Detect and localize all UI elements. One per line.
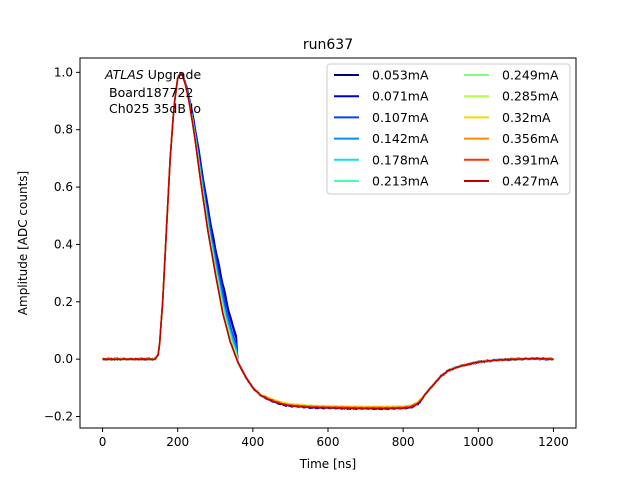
x-tick-label: 0 bbox=[99, 435, 107, 449]
legend-label: 0.142mA bbox=[372, 131, 429, 146]
annotation-block: ATLAS Upgrade Board187722 Ch025 35dB lo bbox=[104, 67, 201, 116]
series-layer bbox=[102, 71, 555, 411]
y-tick-label: −0.2 bbox=[44, 410, 73, 424]
legend-label: 0.285mA bbox=[502, 89, 559, 104]
x-axis-ticks: 0 200 400 600 800 1000 1200 bbox=[99, 428, 569, 449]
x-tick-label: 200 bbox=[166, 435, 189, 449]
x-tick-label: 400 bbox=[241, 435, 264, 449]
legend-label: 0.213mA bbox=[372, 174, 429, 189]
x-tick-label: 800 bbox=[392, 435, 415, 449]
y-tick-label: 0.6 bbox=[54, 180, 73, 194]
series-line bbox=[102, 72, 554, 410]
y-axis-label: Amplitude [ADC counts] bbox=[16, 171, 30, 315]
legend-label: 0.249mA bbox=[502, 68, 559, 83]
x-tick-label: 1000 bbox=[463, 435, 494, 449]
legend-box bbox=[326, 63, 571, 195]
legend: 0.053mA 0.071mA 0.107mA 0.142mA 0.178mA 0.213… bbox=[326, 63, 571, 195]
legend-label: 0.427mA bbox=[502, 174, 559, 189]
y-tick-label: 0.0 bbox=[54, 352, 73, 366]
annotation-line-2: Board187722 bbox=[109, 85, 193, 100]
legend-label: 0.391mA bbox=[502, 152, 559, 167]
y-tick-label: 0.8 bbox=[54, 123, 73, 137]
legend-label: 0.178mA bbox=[372, 152, 429, 167]
x-axis-label: Time [ns] bbox=[299, 457, 356, 471]
chart-title: run637 bbox=[303, 37, 353, 53]
legend-label: 0.107mA bbox=[372, 110, 429, 125]
y-tick-label: 0.4 bbox=[54, 237, 73, 251]
x-tick-label: 600 bbox=[317, 435, 340, 449]
y-tick-label: 0.2 bbox=[54, 295, 73, 309]
legend-items: 0.053mA 0.071mA 0.107mA 0.142mA 0.178mA 0.213… bbox=[334, 68, 559, 189]
y-tick-label: 1.0 bbox=[54, 65, 73, 79]
annotation-line-1: ATLAS Upgrade bbox=[104, 67, 201, 82]
annotation-line-3: Ch025 35dB lo bbox=[109, 101, 201, 116]
legend-label: 0.053mA bbox=[372, 68, 429, 83]
y-axis-ticks: −0.2 0.0 0.2 0.4 0.6 0.8 1.0 bbox=[44, 65, 80, 424]
annotation-atlas: ATLAS bbox=[104, 67, 144, 82]
annotation-upgrade: Upgrade bbox=[144, 67, 202, 82]
legend-label: 0.32mA bbox=[502, 110, 551, 125]
x-tick-label: 1200 bbox=[538, 435, 569, 449]
legend-label: 0.071mA bbox=[372, 89, 429, 104]
legend-label: 0.356mA bbox=[502, 131, 559, 146]
